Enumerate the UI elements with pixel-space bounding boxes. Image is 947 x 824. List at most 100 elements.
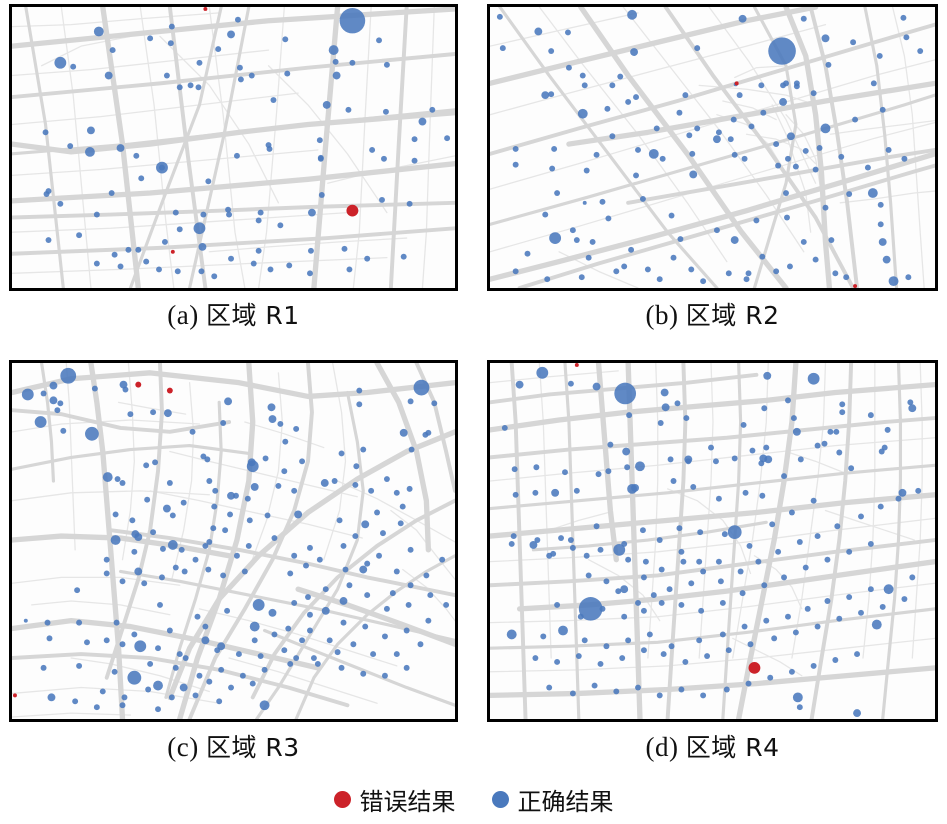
- marker-correct: [383, 605, 390, 612]
- marker-correct: [867, 541, 874, 547]
- marker-correct: [792, 163, 799, 170]
- marker-correct: [788, 668, 795, 675]
- marker-correct: [871, 619, 882, 630]
- marker-correct: [739, 590, 746, 597]
- marker-correct: [307, 544, 313, 551]
- marker-correct: [141, 580, 148, 587]
- marker-correct: [712, 135, 721, 144]
- marker-correct: [615, 588, 622, 595]
- marker-correct: [597, 546, 604, 553]
- marker-correct: [349, 59, 356, 66]
- legend-label: 正确结果: [517, 788, 614, 816]
- marker-correct: [881, 444, 888, 451]
- marker-correct: [155, 706, 161, 713]
- marker-correct: [839, 409, 846, 416]
- marker-correct: [565, 64, 572, 71]
- marker-correct: [198, 268, 205, 275]
- marker-correct: [755, 558, 762, 565]
- marker-correct: [359, 565, 368, 574]
- marker-correct: [108, 190, 115, 196]
- marker-correct: [181, 568, 188, 575]
- marker-correct: [267, 266, 274, 273]
- panel-caption-c: (c) 区域 R3: [9, 728, 458, 764]
- marker-correct: [431, 400, 438, 407]
- marker-correct: [846, 191, 853, 197]
- marker-correct: [761, 582, 768, 589]
- marker-correct: [793, 80, 800, 87]
- marker-correct: [49, 396, 58, 405]
- marker-correct: [532, 489, 539, 496]
- major-roads: [490, 7, 935, 288]
- marker-correct: [768, 37, 796, 65]
- marker-correct: [670, 254, 677, 261]
- marker-correct: [877, 503, 884, 510]
- marker-correct: [850, 39, 857, 46]
- marker-correct: [583, 552, 590, 559]
- marker-correct: [753, 217, 760, 224]
- marker-correct: [379, 196, 385, 203]
- marker-correct: [686, 132, 693, 139]
- marker-correct: [763, 444, 770, 451]
- marker-correct: [625, 99, 632, 105]
- marker-correct: [307, 611, 313, 618]
- marker-correct: [425, 617, 432, 624]
- marker-correct: [235, 651, 242, 658]
- marker-correct: [792, 427, 801, 436]
- marker-wrong: [748, 661, 761, 674]
- marker-correct: [381, 155, 387, 162]
- marker-correct: [211, 503, 218, 510]
- marker-correct: [619, 655, 626, 661]
- marker-correct: [848, 465, 855, 472]
- marker-correct: [60, 427, 67, 434]
- marker-correct: [277, 222, 284, 229]
- marker-correct: [399, 503, 406, 510]
- marker-correct: [356, 387, 363, 394]
- marker-correct: [114, 476, 121, 482]
- marker-correct: [67, 143, 74, 149]
- marker-correct: [511, 466, 518, 473]
- marker-correct: [210, 525, 217, 532]
- marker-correct: [399, 428, 408, 437]
- marker-correct: [814, 442, 821, 449]
- marker-correct: [268, 608, 277, 617]
- marker-correct: [85, 147, 95, 157]
- marker-correct: [129, 517, 136, 524]
- marker-correct: [255, 247, 262, 254]
- major-roads: [12, 363, 455, 719]
- marker-correct: [676, 525, 683, 532]
- marker-correct: [646, 631, 653, 638]
- marker-correct: [786, 132, 795, 141]
- marker-correct: [607, 441, 614, 448]
- marker-correct: [307, 208, 316, 217]
- marker-correct: [784, 214, 790, 221]
- marker-correct: [670, 478, 677, 484]
- circle-marker-blue: [491, 791, 509, 808]
- marker-correct: [163, 72, 170, 79]
- marker-correct: [858, 513, 864, 520]
- marker-correct: [119, 702, 126, 709]
- wrong-result-markers: [734, 81, 858, 288]
- marker-wrong: [346, 204, 359, 217]
- marker-correct: [150, 529, 157, 536]
- marker-correct: [192, 692, 199, 699]
- marker-correct: [816, 145, 823, 151]
- marker-correct: [103, 637, 110, 644]
- marker-correct: [812, 166, 819, 173]
- marker-correct: [187, 82, 194, 89]
- marker-correct: [425, 429, 432, 436]
- marker-correct: [168, 694, 175, 701]
- marker-correct: [800, 239, 807, 245]
- marker-correct: [579, 72, 586, 79]
- marker-correct: [117, 263, 124, 270]
- marker-correct: [119, 380, 128, 389]
- marker-correct: [759, 492, 766, 499]
- marker-correct: [820, 123, 831, 134]
- marker-correct: [775, 548, 782, 555]
- marker-correct: [625, 637, 632, 644]
- marker-correct: [814, 533, 821, 540]
- marker-correct: [730, 116, 737, 123]
- marker-correct: [834, 523, 841, 530]
- marker-correct: [781, 473, 787, 480]
- marker-correct: [613, 268, 620, 275]
- marker-correct: [287, 570, 294, 577]
